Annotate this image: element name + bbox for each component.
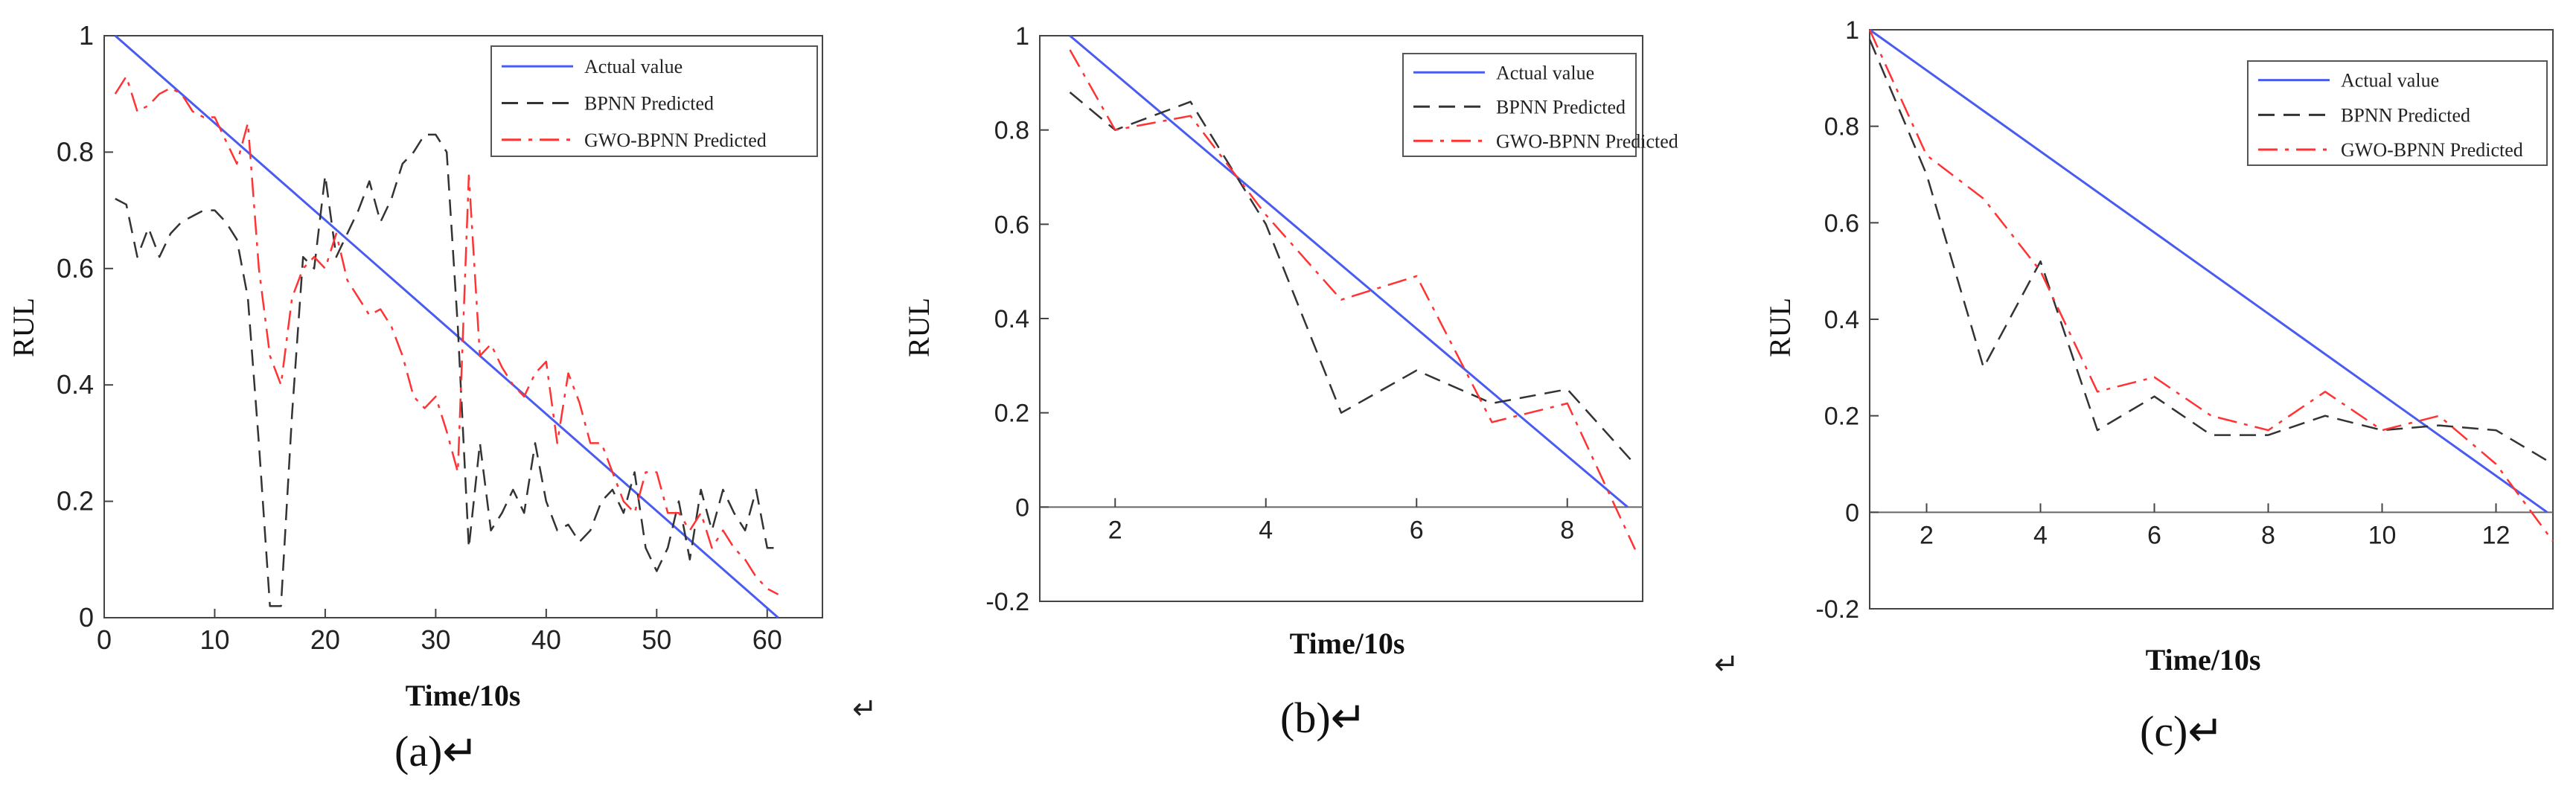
y-axis-label: RUL <box>1763 298 1797 357</box>
y-tick-label: 0.2 <box>57 486 94 516</box>
series-line-1 <box>1868 39 2554 465</box>
x-tick-label: 2 <box>1920 521 1934 549</box>
y-tick-label: 0.4 <box>994 305 1029 333</box>
y-axis-label: RUL <box>902 298 936 357</box>
x-tick-label: 40 <box>531 624 561 655</box>
y-tick-label: -0.2 <box>985 588 1029 616</box>
x-tick-label: 4 <box>2033 521 2048 549</box>
x-tick-label: 50 <box>642 624 671 655</box>
y-tick-label: -0.2 <box>1815 595 1859 624</box>
chart-1: 2 4 6 8 -0.2 0 0.2 0.4 0.6 0.8 1 Time/10s RUL Actual … <box>902 22 1678 660</box>
x-tick-label: 8 <box>2261 521 2275 549</box>
x-tick-label: 6 <box>1410 516 1424 544</box>
x-tick-label: 10 <box>199 624 229 655</box>
x-tick-label: 6 <box>2147 521 2161 549</box>
y-tick-label: 0.4 <box>1824 306 1859 334</box>
series-line-1 <box>115 133 779 607</box>
x-tick-label: 30 <box>421 624 450 655</box>
x-tick-label: 20 <box>310 624 340 655</box>
legend-label: Actual value <box>1496 62 1594 83</box>
y-tick-label: 0.2 <box>1824 403 1859 431</box>
y-tick-label: 0.8 <box>57 136 94 167</box>
legend-label: GWO-BPNN Predicted <box>584 129 767 151</box>
y-tick-label: 0 <box>1015 493 1029 522</box>
caption-c: (c)↵ <box>2140 707 2224 755</box>
y-tick-label: 0 <box>79 602 94 633</box>
series-line-0 <box>1069 34 1629 508</box>
paragraph-mark-b: ↵ <box>1714 647 1739 682</box>
x-axis-label: Time/10s <box>406 679 521 712</box>
legend-box <box>1402 53 1637 157</box>
y-tick-label: 0.8 <box>1824 113 1859 141</box>
legend-label: GWO-BPNN Predicted <box>2341 139 2523 161</box>
y-tick-label: 1 <box>1845 16 1859 45</box>
series-line-2 <box>114 75 779 595</box>
series-line-0 <box>1869 28 2548 514</box>
x-axis-label: Time/10s <box>1290 627 1405 660</box>
series-line-1 <box>1069 92 1636 466</box>
y-tick-label: 0.4 <box>57 369 94 400</box>
x-tick-label: 12 <box>2482 521 2511 549</box>
x-tick-label: 8 <box>1560 516 1574 544</box>
y-tick-label: 1 <box>1015 22 1029 51</box>
legend-label: Actual value <box>584 56 683 77</box>
y-tick-label: 0.6 <box>57 253 94 284</box>
legend-box <box>490 45 818 157</box>
x-tick-label: 60 <box>752 624 782 655</box>
y-tick-label: 0 <box>1845 499 1859 527</box>
legend: Actual value BPNN Predicted GWO-BPNN Predi… <box>490 45 818 157</box>
legend-box <box>2247 60 2548 166</box>
y-tick-label: 0.8 <box>994 117 1029 145</box>
legend: Actual value BPNN Predicted GWO-BPNN Predi… <box>1402 53 1678 157</box>
caption-a: (a)↵ <box>394 727 479 775</box>
y-tick-label: 0.2 <box>994 400 1029 428</box>
series-line-0 <box>114 34 779 619</box>
chart-0: 0 10 20 30 40 50 60 0 0.2 0.4 0.6 0.8 1 Time/10s RUL Ac… <box>7 20 823 712</box>
caption-b: (b)↵ <box>1280 694 1367 742</box>
y-tick-label: 0.6 <box>1824 209 1859 237</box>
legend-label: GWO-BPNN Predicted <box>1496 130 1678 152</box>
paragraph-mark-a: ↵ <box>852 692 878 726</box>
y-tick-label: 1 <box>79 20 94 51</box>
legend-label: Actual value <box>2341 70 2439 92</box>
legend-label: BPNN Predicted <box>1496 96 1626 118</box>
y-axis-label: RUL <box>7 298 40 357</box>
legend-label: BPNN Predicted <box>2341 104 2470 126</box>
x-tick-label: 10 <box>2368 521 2397 549</box>
legend: Actual value BPNN Predicted GWO-BPNN Predi… <box>2247 60 2548 166</box>
y-tick-label: 0.6 <box>994 211 1029 239</box>
x-axis-label: Time/10s <box>2146 643 2261 677</box>
x-tick-label: 4 <box>1259 516 1273 544</box>
legend-label: BPNN Predicted <box>584 92 714 114</box>
series-line-2 <box>1069 49 1637 550</box>
plot-frame <box>103 35 823 618</box>
x-tick-label: 2 <box>1108 516 1122 544</box>
chart-2: 2 4 6 8 10 12 -0.2 0 0.2 0.4 0.6 0.8 1 Time/10s RUL Act… <box>1763 16 2554 677</box>
x-tick-label: 0 <box>97 624 112 655</box>
